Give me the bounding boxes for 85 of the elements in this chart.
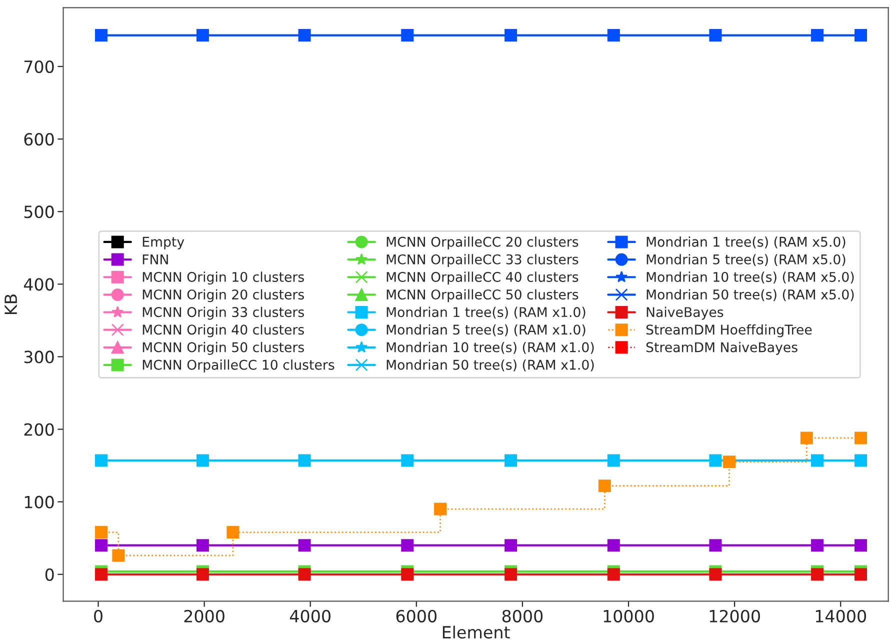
point xyxy=(709,454,722,467)
point xyxy=(298,454,311,467)
legend-label: MCNN Origin 10 clusters xyxy=(142,272,304,285)
legend-label: MCNN Origin 33 clusters xyxy=(142,306,304,320)
point xyxy=(94,539,108,552)
point xyxy=(504,539,518,552)
legend-label: StreamDM NaiveBayes xyxy=(646,342,798,355)
point xyxy=(401,29,414,42)
point xyxy=(811,29,824,42)
point xyxy=(298,568,311,581)
point xyxy=(94,568,108,581)
legend-label: StreamDM HoeffdingTree xyxy=(646,324,812,338)
legend-label: Mondrian 1 tree(s) (RAM x1.0) xyxy=(386,306,586,319)
point xyxy=(434,502,447,516)
legend-label: MCNN OrpailleCC 20 clusters xyxy=(386,236,578,250)
legend-label: Mondrian 5 tree(s) (RAM x5.0) xyxy=(646,254,846,266)
legend-label: Mondrian 5 tree(s) (RAM x1.0) xyxy=(386,324,586,336)
point xyxy=(504,29,518,42)
y-tick-label: 500 xyxy=(24,206,54,218)
y-axis-title: KB xyxy=(4,294,17,314)
point xyxy=(811,568,824,581)
legend-label: MCNN Origin 40 clusters xyxy=(142,324,304,338)
point xyxy=(811,539,824,552)
point xyxy=(854,454,868,467)
point xyxy=(401,454,414,467)
y-tick-label: 600 xyxy=(24,133,54,146)
legend-label: MCNN Origin 50 clusters xyxy=(142,342,304,355)
point xyxy=(94,29,108,42)
point xyxy=(298,539,311,552)
x-tick-label: 14000 xyxy=(816,610,866,622)
legend-label: Empty xyxy=(142,236,184,250)
point xyxy=(196,454,209,467)
legend-label: MCNN OrpailleCC 33 clusters xyxy=(386,254,578,267)
point xyxy=(401,568,414,581)
legend-label: Mondrian 10 tree(s) (RAM x5.0) xyxy=(646,272,854,284)
x-tick-label: 2000 xyxy=(184,610,224,622)
x-tick-label: 4000 xyxy=(290,610,330,622)
legend-label: Mondrian 50 tree(s) (RAM x5.0) xyxy=(646,289,854,302)
y-tick-label: 400 xyxy=(24,278,54,291)
point xyxy=(854,568,868,581)
point xyxy=(854,432,868,444)
point xyxy=(607,454,620,467)
y-tick-label: 300 xyxy=(24,350,54,364)
legend-label: Mondrian 50 tree(s) (RAM x1.0) xyxy=(386,360,594,372)
y-tick-label: 100 xyxy=(24,496,54,508)
point xyxy=(598,480,611,492)
point xyxy=(709,568,722,581)
point xyxy=(607,539,620,552)
point xyxy=(811,454,824,467)
x-tick-label: 0 xyxy=(94,610,102,622)
x-tick-label: 6000 xyxy=(396,610,437,622)
point xyxy=(709,539,722,552)
point xyxy=(94,454,108,467)
point xyxy=(196,568,209,581)
legend-label: MCNN OrpailleCC 50 clusters xyxy=(386,289,578,302)
point xyxy=(226,526,240,539)
x-tick-label: 8000 xyxy=(502,610,543,622)
point xyxy=(401,539,414,552)
legend-label: MCNN OrpailleCC 10 clusters xyxy=(142,360,334,372)
point xyxy=(298,29,311,42)
x-axis-title: Element xyxy=(442,626,510,639)
point xyxy=(94,526,108,539)
point xyxy=(504,454,518,467)
point xyxy=(854,539,868,552)
point xyxy=(196,539,209,552)
legend-label: FNN xyxy=(142,254,168,264)
point xyxy=(709,29,722,42)
legend-label: MCNN OrpailleCC 40 clusters xyxy=(386,272,578,285)
point xyxy=(196,29,209,42)
point xyxy=(854,29,868,42)
point xyxy=(607,29,620,42)
point xyxy=(723,456,736,468)
y-tick-label: 200 xyxy=(24,423,54,436)
point xyxy=(607,568,620,581)
point xyxy=(504,568,518,581)
y-tick-label: 700 xyxy=(24,60,54,74)
legend-label: Mondrian 1 tree(s) (RAM x5.0) xyxy=(646,236,846,248)
legend-label: NaiveBayes xyxy=(646,306,724,320)
point xyxy=(800,432,813,444)
legend-label: MCNN Origin 20 clusters xyxy=(142,289,304,302)
x-tick-label: 10000 xyxy=(604,610,654,622)
x-tick-label: 12000 xyxy=(710,610,760,622)
y-tick-label: 0 xyxy=(45,568,54,581)
point xyxy=(112,549,125,562)
legend-label: Mondrian 10 tree(s) (RAM x1.0) xyxy=(386,342,594,354)
